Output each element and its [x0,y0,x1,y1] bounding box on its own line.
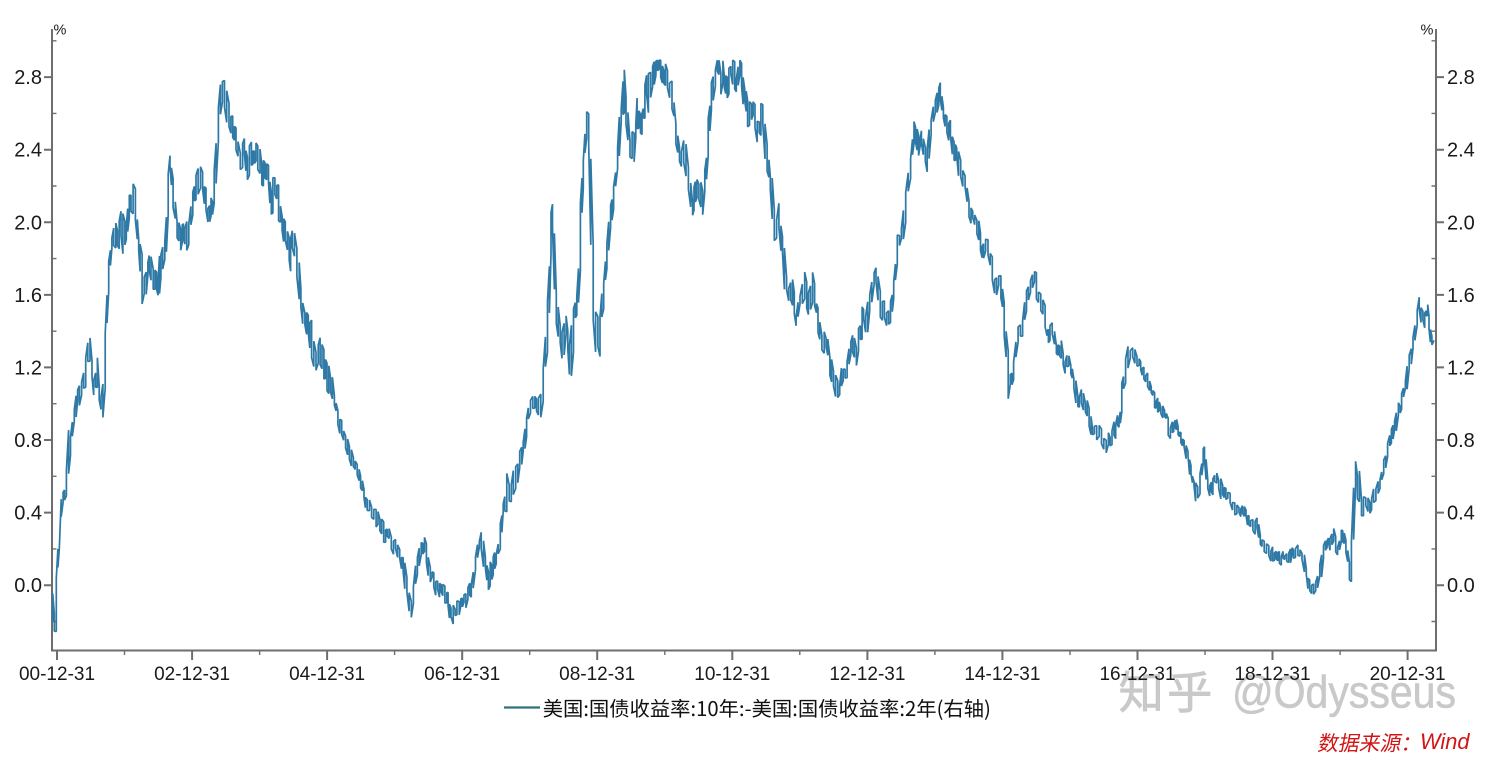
svg-text:Wind: Wind [1420,729,1470,754]
svg-text:2.0: 2.0 [1447,212,1475,234]
svg-text:0.8: 0.8 [1447,430,1475,452]
svg-text:20-12-31: 20-12-31 [1370,664,1446,685]
svg-text:%: % [1421,23,1434,39]
svg-text:18-12-31: 18-12-31 [1234,664,1310,685]
svg-text:2.8: 2.8 [14,67,42,89]
svg-text:1.6: 1.6 [1447,285,1475,307]
svg-text:2.0: 2.0 [14,212,42,234]
svg-text:00-12-31: 00-12-31 [19,664,95,685]
svg-text:14-12-31: 14-12-31 [964,664,1040,685]
svg-text:10-12-31: 10-12-31 [694,664,770,685]
svg-text:2.8: 2.8 [1447,67,1475,89]
svg-text:%: % [54,23,67,39]
svg-text:@Odysseus: @Odysseus [1232,667,1456,718]
svg-text:2.4: 2.4 [1447,140,1475,162]
svg-text:16-12-31: 16-12-31 [1099,664,1175,685]
svg-text:0.8: 0.8 [14,430,42,452]
svg-text:04-12-31: 04-12-31 [289,664,365,685]
svg-text:12-12-31: 12-12-31 [829,664,905,685]
svg-text:0.4: 0.4 [1447,503,1475,525]
svg-text:06-12-31: 06-12-31 [424,664,500,685]
svg-text:1.2: 1.2 [1447,357,1475,379]
svg-text:0.0: 0.0 [14,575,42,597]
svg-text:0.0: 0.0 [1447,575,1475,597]
svg-text:02-12-31: 02-12-31 [154,664,230,685]
svg-text:08-12-31: 08-12-31 [559,664,635,685]
svg-text:1.6: 1.6 [14,285,42,307]
svg-text:2.4: 2.4 [14,140,42,162]
svg-text:0.4: 0.4 [14,503,42,525]
svg-text:1.2: 1.2 [14,357,42,379]
